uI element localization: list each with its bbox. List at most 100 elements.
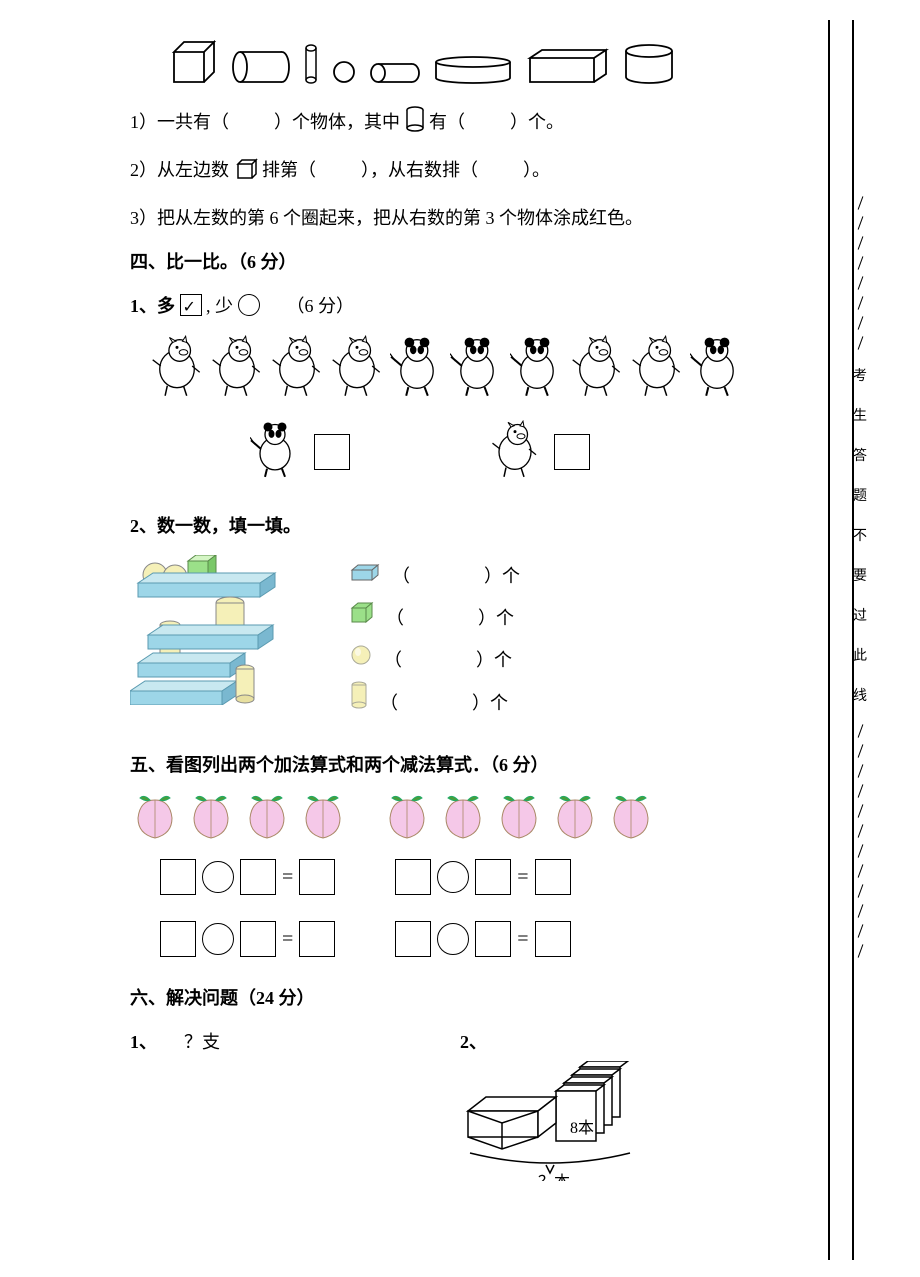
cuboid-small-icon bbox=[350, 555, 380, 597]
section5-title: 五、看图列出两个加法算式和两个减法算式．（6 分） bbox=[130, 750, 730, 780]
equals: = bbox=[282, 866, 293, 889]
panda-icon bbox=[390, 335, 444, 402]
eq-op[interactable] bbox=[202, 923, 234, 955]
margin-char: 题 bbox=[850, 484, 870, 510]
eq-box[interactable] bbox=[160, 921, 196, 957]
count-row: （）个 bbox=[350, 555, 520, 597]
panda-answer bbox=[250, 420, 350, 483]
eq-op[interactable] bbox=[437, 923, 469, 955]
eq-op[interactable] bbox=[437, 861, 469, 893]
stack-row: （）个（）个（）个（）个 bbox=[130, 555, 730, 724]
blocks-stack-image bbox=[130, 555, 310, 710]
panda-icon bbox=[690, 335, 744, 402]
paren: （ bbox=[384, 639, 402, 681]
animal-row bbox=[150, 335, 730, 402]
count-row: （ ）个 bbox=[350, 681, 520, 724]
margin-line bbox=[828, 20, 830, 1260]
count-list: （）个（）个（）个（）个 bbox=[350, 555, 520, 724]
eq-box[interactable] bbox=[240, 921, 276, 957]
pig-icon bbox=[630, 335, 684, 402]
count-row: （）个 bbox=[350, 597, 520, 639]
peach-icon bbox=[186, 794, 236, 845]
shapes-row bbox=[130, 40, 730, 84]
blank[interactable] bbox=[234, 112, 270, 132]
equation-row1: = = bbox=[160, 859, 730, 895]
eq-op[interactable] bbox=[202, 861, 234, 893]
text: 排第（ bbox=[262, 160, 316, 180]
peach-icon bbox=[130, 794, 180, 845]
peach-icon bbox=[550, 794, 600, 845]
cylinder-flat-icon bbox=[434, 56, 512, 84]
cylinder-lying-icon bbox=[232, 50, 290, 84]
panda-icon bbox=[250, 420, 300, 483]
text: ？支 bbox=[184, 1032, 220, 1052]
pig-icon bbox=[210, 335, 264, 402]
equals: = bbox=[517, 928, 528, 951]
margin-char: 线 bbox=[850, 684, 870, 710]
paren: （ bbox=[380, 682, 398, 724]
eq-box[interactable] bbox=[160, 859, 196, 895]
sphere-small-icon bbox=[350, 639, 372, 681]
equation-row2: = = bbox=[160, 921, 730, 957]
peach-icon bbox=[382, 794, 432, 845]
answer-box[interactable] bbox=[554, 434, 590, 470]
margin-char: 生 bbox=[850, 404, 870, 430]
s4-q1: 1、多 , 少 （6 分） bbox=[130, 291, 730, 321]
paren: ）个 bbox=[484, 555, 520, 597]
equation: = bbox=[395, 921, 570, 957]
cuboid-3d-icon bbox=[526, 48, 610, 84]
s6-q2: 2、 8本 bbox=[460, 1027, 660, 1186]
eq-box[interactable] bbox=[395, 921, 431, 957]
text: 2）从左边数 bbox=[130, 160, 229, 180]
peach-icon bbox=[438, 794, 488, 845]
margin-char: 考 bbox=[850, 364, 870, 390]
blank[interactable] bbox=[470, 112, 506, 132]
eq-box[interactable] bbox=[535, 921, 571, 957]
text: ）个。 bbox=[510, 112, 564, 132]
count-row: （ ）个 bbox=[350, 639, 520, 681]
pig-icon bbox=[570, 335, 624, 402]
text: 有（ bbox=[429, 112, 465, 132]
check-box-icon bbox=[180, 294, 202, 316]
eq-box[interactable] bbox=[475, 921, 511, 957]
books-image: 8本 ？本 bbox=[460, 1061, 660, 1181]
margin-char: 要 bbox=[850, 564, 870, 590]
eq-box[interactable] bbox=[299, 921, 335, 957]
num: 1、 bbox=[130, 1032, 157, 1052]
cylinder-up-icon bbox=[624, 44, 674, 84]
equals: = bbox=[517, 866, 528, 889]
panda-icon bbox=[510, 335, 564, 402]
pig-answer bbox=[490, 420, 590, 483]
eq-box[interactable] bbox=[395, 859, 431, 895]
eq-box[interactable] bbox=[475, 859, 511, 895]
section6-title: 六、解决问题（24 分） bbox=[130, 983, 730, 1013]
equation: = bbox=[395, 859, 570, 895]
eq-box[interactable] bbox=[535, 859, 571, 895]
text: ）。 bbox=[523, 160, 550, 180]
blank[interactable] bbox=[483, 160, 519, 180]
cylinder-icon bbox=[405, 106, 425, 141]
cylinder-small-icon bbox=[350, 681, 368, 724]
eq-box[interactable] bbox=[299, 859, 335, 895]
pig-icon bbox=[150, 335, 204, 402]
q3-line3: 3）把从左数的第 6 个圈起来，把从右数的第 3 个物体涂成红色。 bbox=[130, 203, 730, 233]
peach-row bbox=[130, 794, 730, 845]
q6-row: 1、 ？支 2、 bbox=[130, 1027, 730, 1186]
panda-icon bbox=[450, 335, 504, 402]
blank[interactable] bbox=[321, 160, 357, 180]
cube-small-icon bbox=[350, 597, 374, 639]
circle-icon bbox=[332, 60, 356, 84]
equation: = bbox=[160, 859, 335, 895]
eq-box[interactable] bbox=[240, 859, 276, 895]
peach-icon bbox=[298, 794, 348, 845]
margin-char: 过 bbox=[850, 604, 870, 630]
label-qben: ？本 bbox=[538, 1173, 570, 1181]
pig-icon bbox=[270, 335, 324, 402]
s4-q2-title: 2、数一数，填一填。 bbox=[130, 511, 730, 541]
paren: ）个 bbox=[478, 597, 514, 639]
answer-box[interactable] bbox=[314, 434, 350, 470]
cylinder-thin-up-icon bbox=[304, 44, 318, 84]
paren: ）个 bbox=[472, 682, 508, 724]
pig-icon bbox=[330, 335, 384, 402]
paren: ）个 bbox=[476, 639, 512, 681]
